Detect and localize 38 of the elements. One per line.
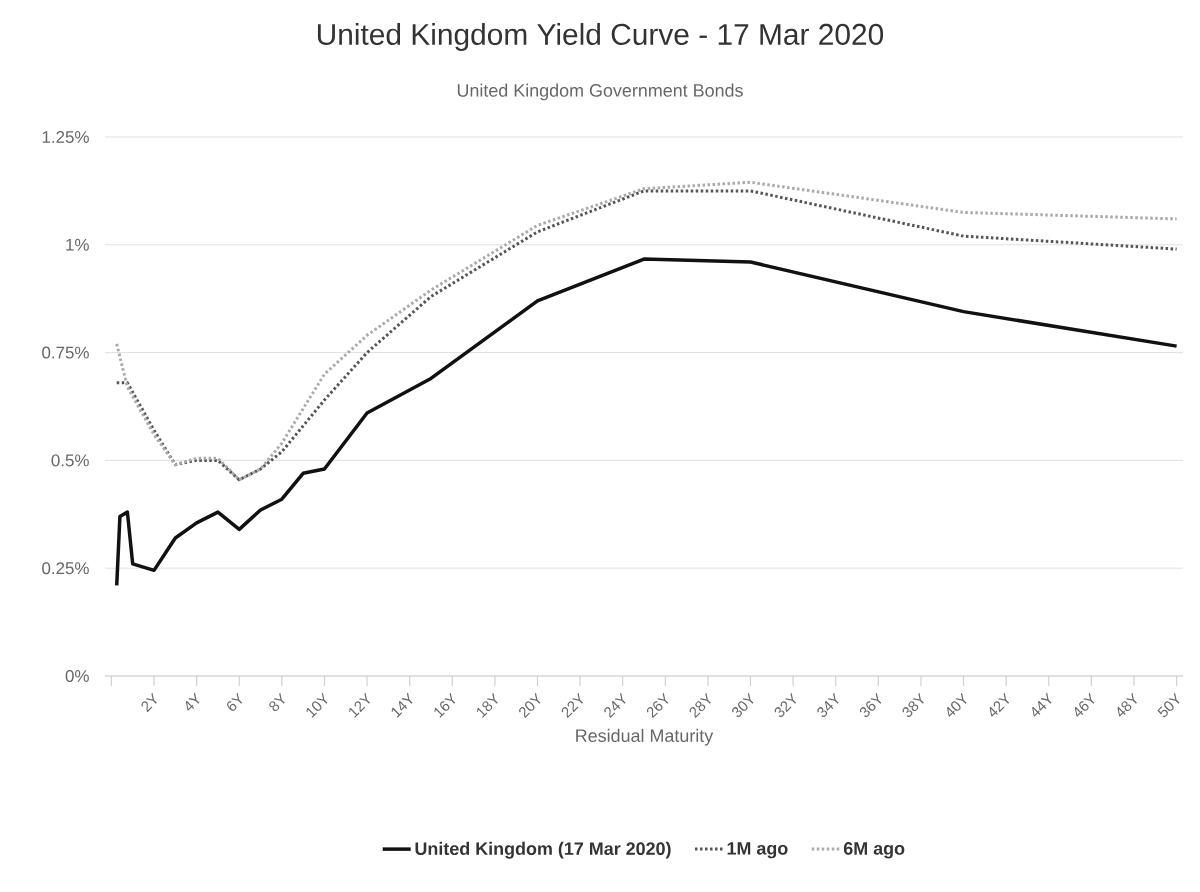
x-tick-label: 34Y — [817, 692, 839, 717]
x-tick-label: 10Y — [306, 692, 328, 718]
x-tick-label: 16Y — [434, 692, 456, 718]
x-tick-label: 24Y — [604, 692, 626, 719]
x-tick-label: 18Y — [476, 692, 498, 718]
y-tick-label: 1.25% — [42, 130, 89, 143]
chart-subtitle: United Kingdom Government Bonds — [457, 83, 743, 101]
x-tick-label: 28Y — [689, 692, 711, 719]
x-tick-label: 36Y — [859, 692, 882, 717]
legend-label: 6M ago — [843, 842, 905, 859]
y-tick-label: 0.5% — [51, 454, 89, 467]
x-tick-label: 26Y — [646, 692, 669, 719]
x-tick-label: 50Y — [1157, 692, 1180, 718]
y-tick-label: 0.75% — [42, 346, 89, 359]
y-tick-label: 0.25% — [42, 562, 89, 575]
x-tick-label: 14Y — [391, 692, 413, 718]
x-axis-title: Residual Maturity — [576, 728, 714, 746]
x-tick-label: 40Y — [947, 692, 967, 717]
x-tick-label: 38Y — [902, 692, 924, 717]
y-tick-label: 1% — [66, 238, 89, 251]
legend-label: 1M ago — [727, 842, 788, 859]
x-tick-label: 46Y — [1074, 692, 1095, 717]
x-tick-label: 44Y — [1032, 692, 1052, 717]
x-tick-label: 6Y — [227, 692, 243, 711]
legend-label: United Kingdom (17 Mar 2020) — [415, 841, 671, 859]
chart-title: United Kingdom Yield Curve - 17 Mar 2020 — [317, 23, 884, 51]
x-tick-label: 8Y — [269, 692, 285, 712]
x-tick-label: 48Y — [1117, 692, 1137, 717]
x-tick-label: 4Y — [185, 692, 200, 711]
x-tick-label: 20Y — [519, 692, 541, 719]
y-tick-label: 0% — [65, 669, 89, 682]
line-series — [114, 257, 1179, 588]
x-tick-label: 32Y — [774, 692, 797, 717]
x-tick-label: 22Y — [561, 692, 584, 719]
x-tick-label: 42Y — [989, 692, 1010, 717]
x-tick-label: 2Y — [141, 692, 157, 713]
x-tick-label: 12Y — [349, 692, 370, 718]
x-tick-label: 30Y — [732, 692, 754, 717]
